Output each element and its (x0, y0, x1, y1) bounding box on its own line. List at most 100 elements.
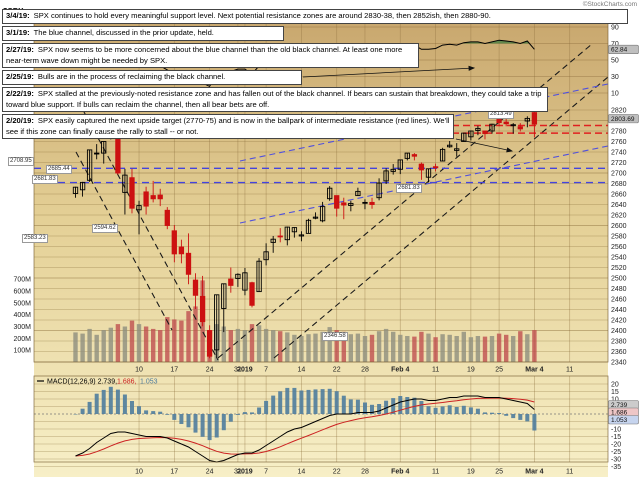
macd-hist-badge: 1.053 (608, 415, 639, 425)
svg-text:11: 11 (432, 469, 439, 476)
svg-text:MACD(12,26,9) 2.739,: MACD(12,26,9) 2.739, (47, 379, 117, 386)
svg-text:28: 28 (361, 469, 369, 476)
macd-histogram (73, 386, 537, 441)
svg-text:2460: 2460 (611, 297, 627, 304)
price-axis-labels: 2820 2780 2760 2740 2720 2700 2680 2660 2640 2620… (611, 108, 627, 367)
svg-text:70: 70 (611, 41, 619, 48)
svg-text:2660: 2660 (611, 192, 627, 199)
svg-text:25: 25 (495, 469, 503, 476)
price-tag: 2583.23 (22, 234, 48, 243)
svg-text:28: 28 (361, 367, 369, 374)
descending-line-2 (75, 151, 173, 331)
svg-text:31: 31 (234, 367, 242, 374)
price-tag: 2594.62 (92, 224, 118, 233)
svg-text:2803.69: 2803.69 (611, 116, 635, 123)
svg-text:2019: 2019 (237, 469, 253, 476)
macd-axis-labels: 2015105-5-10-15-20-25-30-35 (611, 382, 621, 472)
svg-text:2019: 2019 (237, 367, 253, 374)
svg-text:700M: 700M (13, 277, 31, 284)
svg-text:62.84: 62.84 (611, 47, 628, 54)
price-tag: 2346.58 (322, 332, 348, 341)
svg-text:-30: -30 (611, 457, 621, 464)
svg-text:11: 11 (432, 367, 439, 374)
candlestick-series (72, 111, 538, 359)
svg-text:22: 22 (333, 367, 341, 374)
svg-text:2480: 2480 (611, 286, 627, 293)
svg-text:14: 14 (298, 469, 306, 476)
svg-text:2700: 2700 (611, 171, 627, 178)
descending-line-1 (83, 111, 219, 361)
annotation-box-2-27: 2/27/19: SPX now seems to be more concern… (2, 43, 419, 69)
svg-text:2440: 2440 (611, 307, 627, 314)
svg-text:600M: 600M (13, 289, 31, 296)
annotation-text: Bulls are in the process of reclaiming t… (37, 72, 226, 81)
annotation-text: SPX continues to hold every meaningful s… (33, 11, 491, 20)
blue-channel-lower (239, 145, 609, 224)
svg-text:-15: -15 (611, 434, 621, 441)
svg-text:2740: 2740 (611, 150, 627, 157)
volume-axis-labels: 700M 600M 500M 400M 300M 200M 100M (13, 277, 31, 355)
svg-text:2360: 2360 (611, 349, 627, 356)
svg-text:2340: 2340 (611, 360, 627, 367)
svg-text:Feb 4: Feb 4 (391, 469, 409, 476)
svg-text:31: 31 (234, 469, 242, 476)
svg-text:Mar 4: Mar 4 (525, 469, 543, 476)
svg-text:Mar 4: Mar 4 (525, 367, 543, 374)
svg-text:2520: 2520 (611, 265, 627, 272)
svg-text:17: 17 (170, 367, 178, 374)
svg-text:2560: 2560 (611, 244, 627, 251)
svg-text:300M: 300M (13, 324, 31, 331)
svg-text:7: 7 (264, 367, 268, 374)
svg-text:200M: 200M (13, 336, 31, 343)
svg-text:10: 10 (611, 397, 619, 404)
svg-text:2640: 2640 (611, 202, 627, 209)
svg-text:2620: 2620 (611, 213, 627, 220)
annotation-date: 2/25/19: (6, 72, 34, 81)
svg-text:2720: 2720 (611, 160, 627, 167)
svg-text:30: 30 (611, 74, 619, 81)
annotation-text: The blue channel, discussed in the prior… (33, 28, 214, 37)
svg-text:22: 22 (333, 469, 341, 476)
svg-text:2580: 2580 (611, 234, 627, 241)
svg-text:2760: 2760 (611, 139, 627, 146)
annotation-box-3-4: 3/4/19: SPX continues to hold every meani… (2, 9, 628, 24)
copyright-label: ©StockCharts.com (582, 1, 637, 8)
svg-text:2500: 2500 (611, 276, 627, 283)
macd-line (75, 395, 535, 463)
annotation-box-3-1: 3/1/19: The blue channel, discussed in th… (2, 26, 284, 41)
macd-gridlines (34, 383, 608, 467)
svg-text:400M: 400M (13, 312, 31, 319)
svg-text:25: 25 (495, 367, 503, 374)
annotation-box-2-20: 2/20/19: SPX easily captured the next ups… (2, 114, 454, 140)
svg-text:-10: -10 (611, 427, 621, 434)
svg-text:11: 11 (566, 469, 573, 476)
svg-text:50: 50 (611, 58, 619, 65)
svg-text:2380: 2380 (611, 339, 627, 346)
svg-text:2680: 2680 (611, 181, 627, 188)
macd-signal-line (75, 397, 535, 457)
svg-text:15: 15 (611, 389, 619, 396)
svg-text:2420: 2420 (611, 318, 627, 325)
rsi-value-badge: 62.84 (608, 44, 639, 55)
svg-text:100M: 100M (13, 348, 31, 355)
annotation-text: SPX stalled at the previously-noted resi… (6, 89, 542, 109)
svg-text:20: 20 (611, 382, 619, 389)
svg-text:7: 7 (264, 469, 268, 476)
black-channel-upper (273, 76, 609, 359)
price-tag: 2685.44 (46, 165, 72, 174)
svg-text:1.686: 1.686 (611, 410, 628, 417)
last-price-badge: 2803.69 (608, 114, 639, 124)
rsi-axis-labels: 90 70 50 30 10 (611, 25, 619, 98)
svg-text:-20: -20 (611, 442, 621, 449)
svg-text:1.053: 1.053 (611, 417, 628, 424)
price-tag: 2681.83 (32, 175, 58, 184)
price-tag: 2681.83 (396, 184, 422, 193)
svg-text:1.686,: 1.686, (117, 379, 137, 386)
annotation-text: SPX now seems to be more concerned about… (6, 45, 403, 65)
svg-text:-25: -25 (611, 449, 621, 456)
svg-text:-35: -35 (611, 464, 621, 471)
svg-text:2.739: 2.739 (611, 402, 628, 409)
svg-text:10: 10 (135, 367, 143, 374)
svg-text:11: 11 (566, 367, 573, 374)
